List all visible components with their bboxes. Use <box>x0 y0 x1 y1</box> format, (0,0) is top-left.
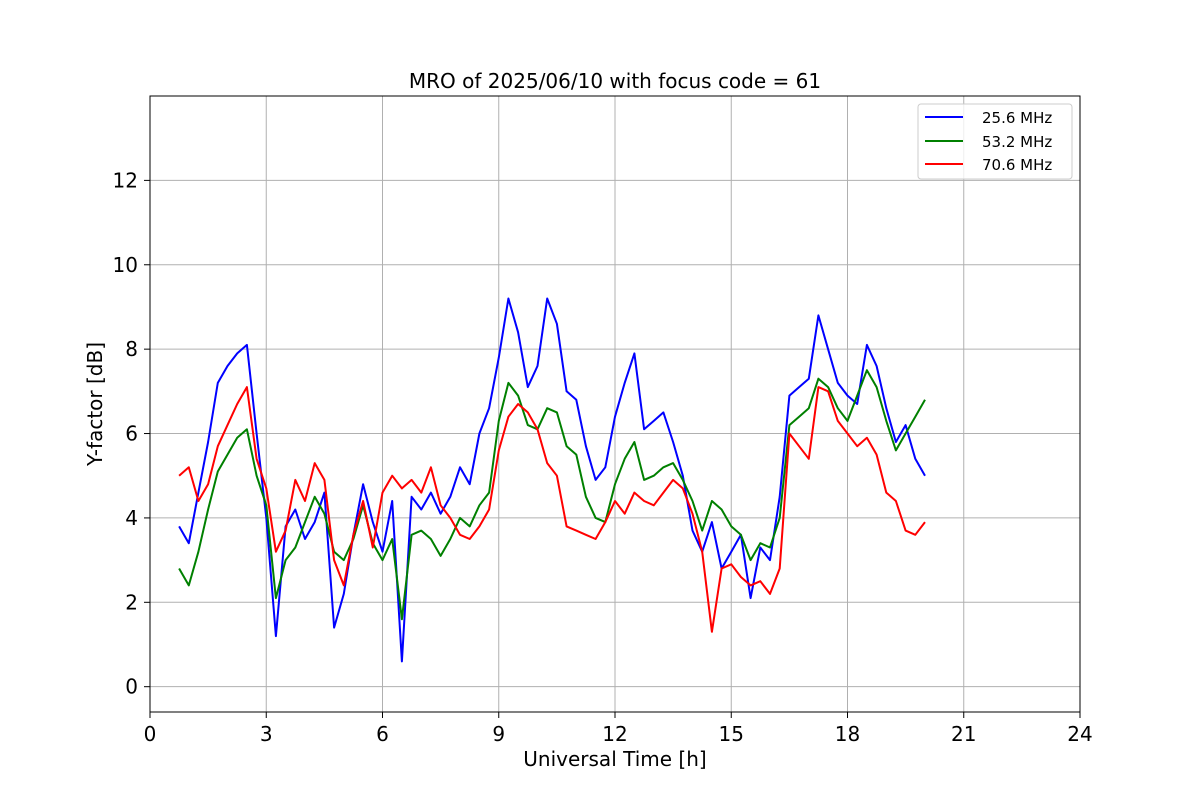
y-tick-label: 2 <box>125 590 138 614</box>
x-tick-label: 24 <box>1067 722 1092 746</box>
x-tick-label: 21 <box>951 722 976 746</box>
y-tick-label: 12 <box>113 168 138 192</box>
legend: 25.6 MHz 53.2 MHz 70.6 MHz <box>917 103 1073 180</box>
legend-label-70-6: 70.6 MHz <box>982 156 1052 174</box>
series-line-25-6-mhz <box>178 297 926 663</box>
grid-lines <box>149 96 1081 712</box>
series-line-70-6-mhz <box>178 386 926 633</box>
y-tick-label: 8 <box>125 337 138 361</box>
series-layer <box>178 297 926 663</box>
y-tick-label: 4 <box>125 506 138 530</box>
y-tick-label: 10 <box>113 253 138 277</box>
legend-label-25-6: 25.6 MHz <box>982 109 1052 127</box>
x-tick-label: 12 <box>602 722 627 746</box>
x-tick-label: 3 <box>260 722 273 746</box>
chart-title: MRO of 2025/06/10 with focus code = 61 <box>409 69 821 93</box>
y-tick-label: 6 <box>125 422 138 446</box>
series-line-53-2-mhz <box>178 369 926 621</box>
legend-label-53-2: 53.2 MHz <box>982 133 1052 151</box>
x-tick-label: 0 <box>144 722 157 746</box>
legend-box <box>917 103 1073 180</box>
x-tick-label: 9 <box>492 722 505 746</box>
y-tick-label: 0 <box>125 675 138 699</box>
x-tick-label: 18 <box>835 722 860 746</box>
y-axis-label: Y-factor [dB] <box>83 342 107 467</box>
x-tick-label: 6 <box>376 722 389 746</box>
x-tick-label: 15 <box>719 722 744 746</box>
x-axis-label: Universal Time [h] <box>523 747 706 771</box>
